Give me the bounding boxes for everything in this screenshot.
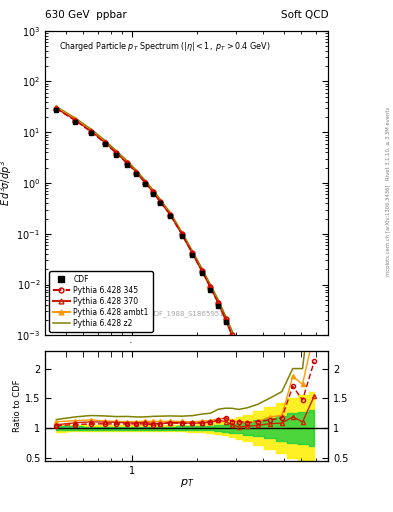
- Text: mcplots.cern.ch [arXiv:1306.3436]: mcplots.cern.ch [arXiv:1306.3436]: [386, 185, 391, 276]
- X-axis label: $p_T$: $p_T$: [180, 477, 194, 489]
- Text: Soft QCD: Soft QCD: [281, 10, 328, 20]
- Text: CDF_1988_S1865951: CDF_1988_S1865951: [149, 311, 224, 317]
- Text: Rivet 3.1.10, ≥ 3.3M events: Rivet 3.1.10, ≥ 3.3M events: [386, 106, 391, 180]
- Legend: CDF, Pythia 6.428 345, Pythia 6.428 370, Pythia 6.428 ambt1, Pythia 6.428 z2: CDF, Pythia 6.428 345, Pythia 6.428 370,…: [49, 271, 152, 332]
- Text: Charged Particle $p_T$ Spectrum ($|\eta|<1,\ p_T>0.4$ GeV): Charged Particle $p_T$ Spectrum ($|\eta|…: [59, 40, 271, 53]
- Text: 630 GeV  ppbar: 630 GeV ppbar: [45, 10, 127, 20]
- Y-axis label: Ratio to CDF: Ratio to CDF: [13, 379, 22, 432]
- Y-axis label: $E\,d^3\!\sigma/dp^3$: $E\,d^3\!\sigma/dp^3$: [0, 160, 14, 206]
